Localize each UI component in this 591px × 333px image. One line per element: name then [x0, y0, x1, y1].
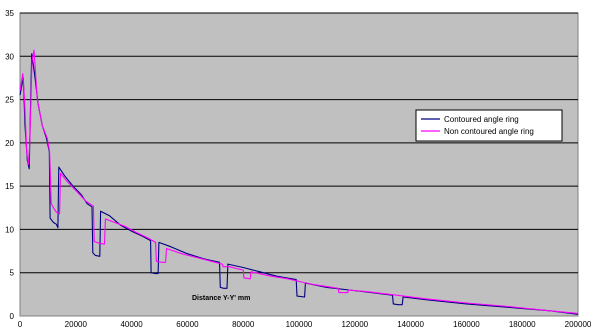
x-tick-label-140000: 140000 — [397, 320, 424, 329]
y-tick-label-10: 10 — [5, 225, 14, 234]
x-tick-label-60000: 60000 — [176, 320, 199, 329]
y-tick-label-35: 35 — [5, 9, 14, 18]
legend-label-non-contoured: Non contoured angle ring — [444, 127, 534, 136]
x-tick-label-160000: 160000 — [453, 320, 480, 329]
plot-area — [19, 12, 579, 317]
x-tick-label-180000: 180000 — [509, 320, 536, 329]
x-tick-label-20000: 20000 — [65, 320, 88, 329]
x-tick-label-100000: 100000 — [286, 320, 313, 329]
x-axis-label: Distance Y-Y' mm — [192, 295, 250, 302]
x-tick-label-200000: 200000 — [565, 320, 591, 329]
y-tick-label-15: 15 — [5, 182, 14, 191]
y-tick-label-5: 5 — [10, 269, 15, 278]
y-tick-label-20: 20 — [5, 139, 14, 148]
y-tick-label-0: 0 — [10, 312, 15, 321]
legend-label-contoured: Contoured angle ring — [444, 115, 519, 124]
legend-box — [415, 109, 563, 142]
legend: Contoured angle ring Non contoured angle … — [415, 109, 563, 142]
y-axis-tick-labels: 0 5 10 15 20 25 30 35 — [5, 9, 14, 321]
x-tick-label-0: 0 — [18, 320, 23, 329]
series-line-non-contoured — [19, 49, 579, 314]
x-tick-label-120000: 120000 — [341, 320, 368, 329]
gridlines — [20, 12, 578, 274]
x-tick-label-40000: 40000 — [120, 320, 143, 329]
x-axis-tick-labels: 0 20000 40000 60000 80000 100000 120000 140000 1… — [18, 320, 591, 329]
y-tick-label-25: 25 — [5, 96, 14, 105]
y-tick-label-30: 30 — [5, 52, 14, 61]
series-lines — [19, 49, 579, 315]
x-tick-label-80000: 80000 — [232, 320, 255, 329]
